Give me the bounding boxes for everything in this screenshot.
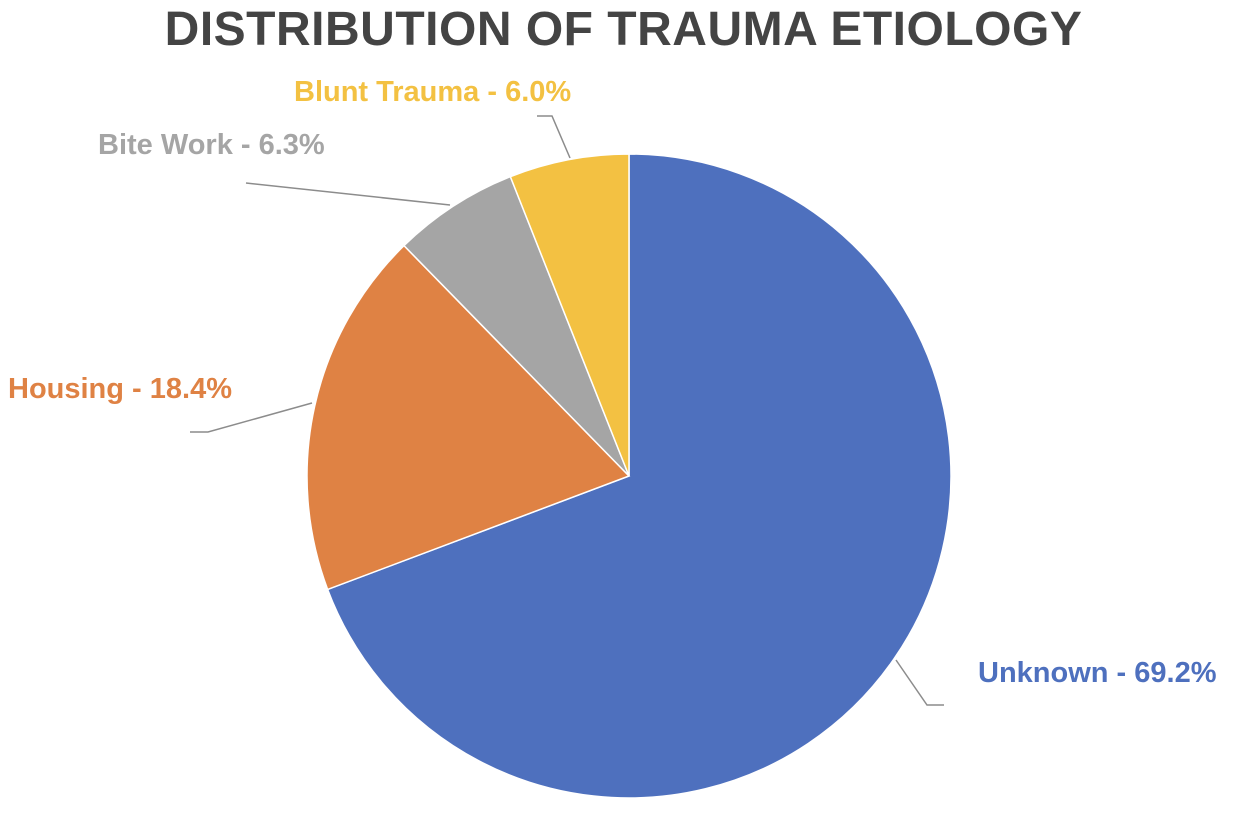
data-label-unknown: Unknown - 69.2% — [978, 657, 1217, 689]
chart-title: DISTRIBUTION OF TRAUMA ETIOLOGY — [164, 3, 1083, 56]
data-label-housing: Housing - 18.4% — [8, 373, 232, 405]
pie-slice-housing — [306, 244, 631, 591]
leader-line-unknown — [895, 659, 944, 706]
pie-slice-bite-work — [402, 175, 630, 477]
leader-line-blunt-trauma — [537, 115, 571, 159]
leader-line-bite-work — [245, 182, 451, 206]
pie-slice-blunt-trauma — [509, 153, 630, 477]
leader-line-housing — [190, 402, 313, 433]
data-label-blunt-trauma: Blunt Trauma - 6.0% — [294, 76, 571, 108]
data-label-bite-work: Bite Work - 6.3% — [98, 129, 325, 161]
pie-slice-unknown — [326, 153, 952, 799]
